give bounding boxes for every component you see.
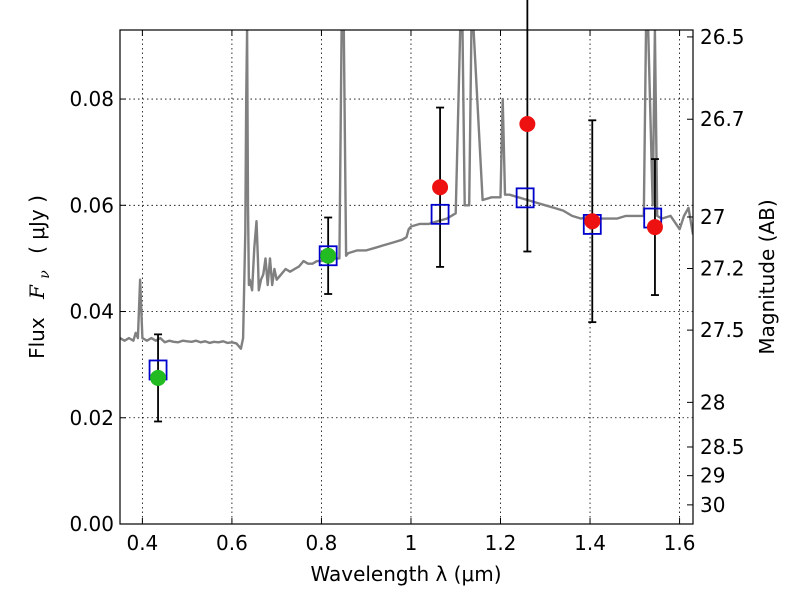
- x-tick-label: 1.4: [574, 531, 606, 555]
- circle-layer: [150, 116, 663, 386]
- y2-axis-label: Magnitude (AB): [755, 199, 779, 354]
- y-tick-label: 0.02: [69, 406, 114, 430]
- x-tick-label: 0.4: [126, 531, 158, 555]
- y2-tick-label: 27: [700, 205, 725, 229]
- y-axis-label-subscript: ν: [37, 270, 53, 279]
- grid: [120, 30, 693, 524]
- y2-tick-label: 28: [700, 390, 725, 414]
- observed-point: [320, 247, 337, 264]
- observed-point: [519, 116, 536, 133]
- observed-point: [432, 179, 449, 196]
- square-layer: [148, 187, 663, 381]
- y-axis-label-unit: ( μJy ): [25, 195, 49, 254]
- plot-background: [120, 30, 693, 524]
- model-band-square: [318, 245, 338, 267]
- x-axis-label: Wavelength λ (μm): [310, 562, 501, 586]
- observed-point: [150, 369, 167, 386]
- y2-tick-label: 26.5: [700, 25, 745, 49]
- x-tick-label: 1: [405, 531, 418, 555]
- y2-tick-label: 28.5: [700, 435, 745, 459]
- y2-tick-label: 30: [700, 493, 725, 517]
- y-axis-label-symbol: F: [25, 284, 49, 300]
- y-tick-label: 0.00: [69, 512, 114, 536]
- model-band-square: [515, 187, 535, 209]
- y-axis-ticks: 0.00 0.02 0.04 0.06 0.08: [69, 87, 126, 536]
- y-tick-label: 0.04: [69, 300, 114, 324]
- x-tick-label: 1.2: [485, 531, 517, 555]
- x-tick-label: 0.6: [216, 531, 248, 555]
- y2-tick-label: 27.2: [700, 257, 745, 281]
- y2-tick-label: 29: [700, 464, 725, 488]
- y2-tick-label: 27.5: [700, 318, 745, 342]
- x-tick-label: 1.6: [664, 531, 696, 555]
- y2-axis-ticks: 26.5 26.7 27 27.2 27.5 28 28.5 29 30: [687, 25, 745, 517]
- y-tick-label: 0.06: [69, 193, 114, 217]
- plot-frame: [119, 29, 694, 525]
- y2-tick-label: 26.7: [700, 107, 745, 131]
- model-band-square: [430, 203, 450, 225]
- y-axis-label-prefix: Flux: [25, 317, 49, 359]
- observed-point: [646, 219, 663, 236]
- x-tick-label: 0.8: [306, 531, 338, 555]
- observed-point: [584, 213, 601, 230]
- y-axis-label: Flux F ν ( μJy ): [25, 195, 54, 359]
- y-tick-label: 0.08: [69, 87, 114, 111]
- x-axis-ticks: 0.4 0.6 0.8 1 1.2 1.4 1.6: [126, 30, 695, 555]
